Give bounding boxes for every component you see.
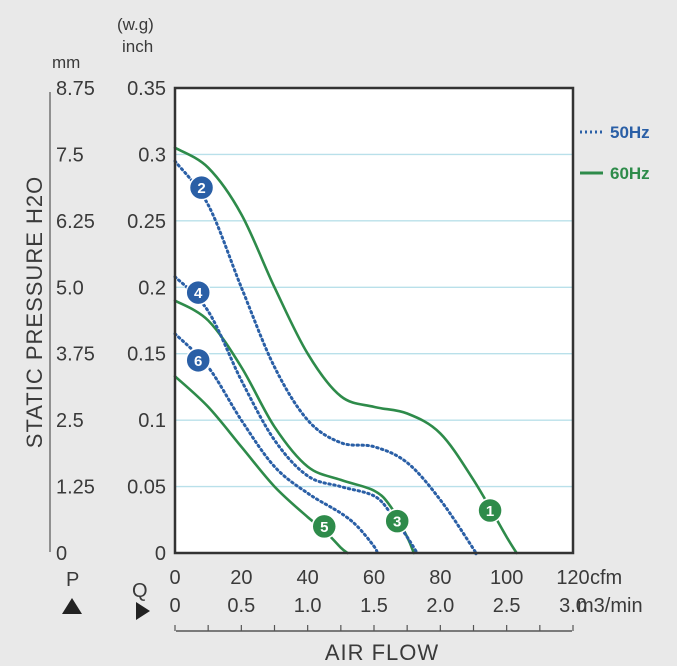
series-marker-2 — [188, 174, 215, 201]
x-tick-cfm-label: 100 — [490, 567, 523, 589]
plot-frame — [173, 86, 575, 555]
y-unit-wg: (w.g) — [117, 15, 154, 34]
y-tick-mm-label: 5.0 — [56, 277, 84, 299]
x-tick-m3-label: 1.0 — [294, 595, 322, 617]
x-axis-title: AIR FLOW — [325, 640, 439, 665]
series-marker-1 — [477, 497, 503, 524]
series-marker-label-6: 6 — [194, 353, 202, 370]
x-unit-cfm: cfm — [590, 567, 622, 589]
y-tick-inch-label: 0.2 — [138, 277, 166, 299]
y-tick-inch-label: 0.05 — [127, 477, 166, 499]
x-tick-cfm-label: 120 — [556, 567, 589, 589]
y-tick-inch-label: 0.25 — [127, 211, 166, 233]
series-marker-6 — [185, 347, 211, 374]
y-tick-mm-label: 7.5 — [56, 144, 84, 166]
x-axis-bracket-ticks — [174, 625, 574, 631]
x-ticks-m3: 0 0.5 1.0 1.5 2.0 2.5 3.0 — [169, 595, 586, 617]
y-unit-inch: inch — [122, 37, 153, 56]
legend-label-60hz: 60Hz — [610, 164, 650, 183]
y-tick-inch-label: 0.15 — [127, 344, 166, 366]
series-marker-label-5: 5 — [320, 519, 328, 536]
series-marker-label-4: 4 — [194, 285, 203, 302]
legend-label-50hz: 50Hz — [610, 123, 650, 142]
x-tick-cfm-label: 80 — [429, 567, 451, 589]
y-tick-inch-label: 0 — [155, 543, 166, 565]
q-label: Q — [132, 580, 148, 602]
series-marker-label-1: 1 — [486, 503, 494, 520]
y-tick-mm-label: 8.75 — [56, 78, 95, 100]
x-unit-m3: m3/min — [577, 595, 643, 617]
series-marker-4 — [185, 279, 211, 306]
triangle-right-icon — [136, 602, 150, 620]
x-tick-cfm-label: 60 — [363, 567, 385, 589]
y-ticks-inch: 0.35 0.3 0.25 0.2 0.15 0.1 0.05 0 — [127, 78, 166, 565]
series-marker-label-2: 2 — [197, 180, 205, 197]
y-axis-title: STATIC PRESSURE H2O — [22, 176, 47, 448]
x-tick-m3-label: 2.5 — [493, 595, 521, 617]
y-tick-inch-label: 0.35 — [127, 78, 166, 100]
x-tick-m3-label: 3.0 — [559, 595, 587, 617]
x-tick-m3-label: 0.5 — [227, 595, 255, 617]
y-ticks-mm: 8.75 7.5 6.25 5.0 3.75 2.5 1.25 0 — [56, 78, 95, 565]
series-markers: 1 2 3 4 5 6 — [185, 174, 503, 540]
x-ticks-cfm: 0 20 40 60 80 100 120 — [169, 567, 589, 589]
x-tick-m3-label: 1.5 — [360, 595, 388, 617]
triangle-up-icon — [62, 598, 82, 614]
y-tick-mm-label: 0 — [56, 543, 67, 565]
y-tick-mm-label: 2.5 — [56, 410, 84, 432]
p-label: P — [66, 569, 79, 591]
x-tick-cfm-label: 40 — [297, 567, 319, 589]
series-marker-3 — [384, 508, 410, 534]
series-line-1 — [173, 146, 518, 555]
series-line-6 — [173, 332, 379, 555]
legend: 50Hz 60Hz — [580, 123, 650, 183]
series-line-5 — [173, 375, 349, 555]
y-tick-mm-label: 6.25 — [56, 211, 95, 233]
x-tick-cfm-label: 20 — [230, 567, 252, 589]
y-tick-inch-label: 0.1 — [138, 410, 166, 432]
y-tick-mm-label: 1.25 — [56, 477, 95, 499]
series-marker-label-3: 3 — [393, 514, 401, 531]
y-tick-inch-label: 0.3 — [138, 144, 166, 166]
x-tick-cfm-label: 0 — [169, 567, 180, 589]
y-tick-mm-label: 3.75 — [56, 344, 95, 366]
y-unit-mm: mm — [52, 53, 80, 72]
series-marker-5 — [311, 513, 337, 540]
x-tick-m3-label: 0 — [169, 595, 180, 617]
x-tick-m3-label: 2.0 — [426, 595, 454, 617]
plot-area — [175, 88, 573, 553]
series-line-2 — [173, 159, 479, 556]
